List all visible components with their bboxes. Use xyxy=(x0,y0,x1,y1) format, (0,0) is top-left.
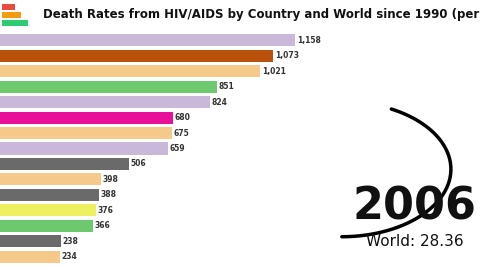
Text: 659: 659 xyxy=(169,144,185,153)
Bar xyxy=(0,235,60,247)
Bar xyxy=(0,220,93,232)
Text: 1,158: 1,158 xyxy=(297,36,321,45)
Text: 2006: 2006 xyxy=(352,185,477,228)
Bar xyxy=(2,12,21,18)
Bar xyxy=(2,20,27,26)
Bar xyxy=(0,158,129,170)
Bar xyxy=(0,80,217,93)
Text: 851: 851 xyxy=(218,82,234,91)
Text: 376: 376 xyxy=(97,206,113,215)
Text: 675: 675 xyxy=(174,129,189,137)
Bar xyxy=(0,189,99,201)
Text: Death Rates from HIV/AIDS by Country and World since 1990 (per 100,000): Death Rates from HIV/AIDS by Country and… xyxy=(43,8,480,21)
Text: 388: 388 xyxy=(100,190,117,200)
Bar xyxy=(2,4,15,9)
Text: 824: 824 xyxy=(212,97,228,107)
Text: 680: 680 xyxy=(175,113,191,122)
Bar xyxy=(0,127,172,139)
Bar xyxy=(0,65,260,77)
Text: 398: 398 xyxy=(103,175,119,184)
Bar xyxy=(0,204,96,217)
Text: 366: 366 xyxy=(95,221,110,230)
Text: 238: 238 xyxy=(62,237,78,246)
Text: 506: 506 xyxy=(131,160,146,168)
Bar xyxy=(0,173,101,185)
Text: 1,073: 1,073 xyxy=(275,51,299,60)
Bar xyxy=(0,50,274,62)
Bar xyxy=(0,143,168,154)
Bar xyxy=(0,112,173,124)
Bar xyxy=(0,251,60,263)
Bar xyxy=(0,34,295,46)
Text: 1,021: 1,021 xyxy=(262,67,286,76)
Text: 234: 234 xyxy=(61,252,77,261)
Bar xyxy=(0,96,210,108)
Text: World: 28.36: World: 28.36 xyxy=(366,234,463,249)
